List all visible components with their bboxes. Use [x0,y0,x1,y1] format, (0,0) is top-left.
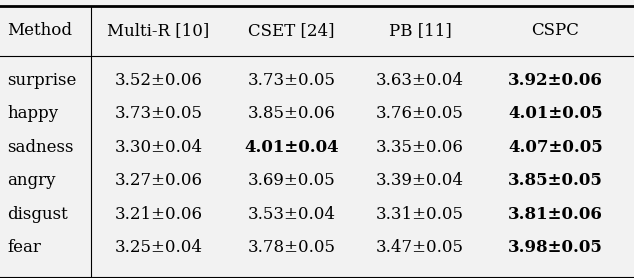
Text: 4.07±0.05: 4.07±0.05 [508,139,603,156]
Text: 4.01±0.04: 4.01±0.04 [244,139,339,156]
Text: 3.73±0.05: 3.73±0.05 [115,105,202,123]
Text: sadness: sadness [8,139,74,156]
Text: 3.53±0.04: 3.53±0.04 [248,205,335,223]
Text: 3.73±0.05: 3.73±0.05 [248,72,335,89]
Text: fear: fear [8,239,41,256]
Text: 3.31±0.05: 3.31±0.05 [376,205,464,223]
Text: surprise: surprise [8,72,77,89]
Text: Method: Method [8,22,73,39]
Text: 3.63±0.04: 3.63±0.04 [376,72,464,89]
Text: 3.76±0.05: 3.76±0.05 [376,105,464,123]
Text: angry: angry [8,172,56,189]
Text: CSET [24]: CSET [24] [249,22,335,39]
Text: 3.81±0.06: 3.81±0.06 [508,205,603,223]
Text: Multi-R [10]: Multi-R [10] [107,22,210,39]
Text: 3.21±0.06: 3.21±0.06 [115,205,202,223]
Text: 4.01±0.05: 4.01±0.05 [508,105,603,123]
Text: 3.85±0.05: 3.85±0.05 [508,172,603,189]
Text: 3.78±0.05: 3.78±0.05 [248,239,335,256]
Text: 3.98±0.05: 3.98±0.05 [508,239,603,256]
Text: 3.69±0.05: 3.69±0.05 [248,172,335,189]
Text: happy: happy [8,105,59,123]
Text: CSPC: CSPC [531,22,579,39]
Text: PB [11]: PB [11] [389,22,451,39]
Text: 3.30±0.04: 3.30±0.04 [115,139,202,156]
Text: 3.35±0.06: 3.35±0.06 [376,139,464,156]
Text: 3.85±0.06: 3.85±0.06 [248,105,335,123]
Text: 3.47±0.05: 3.47±0.05 [376,239,464,256]
Text: 3.39±0.04: 3.39±0.04 [376,172,464,189]
Text: disgust: disgust [8,205,68,223]
Text: 3.52±0.06: 3.52±0.06 [115,72,202,89]
Text: 3.27±0.06: 3.27±0.06 [115,172,202,189]
Text: 3.92±0.06: 3.92±0.06 [508,72,603,89]
Text: 3.25±0.04: 3.25±0.04 [115,239,202,256]
